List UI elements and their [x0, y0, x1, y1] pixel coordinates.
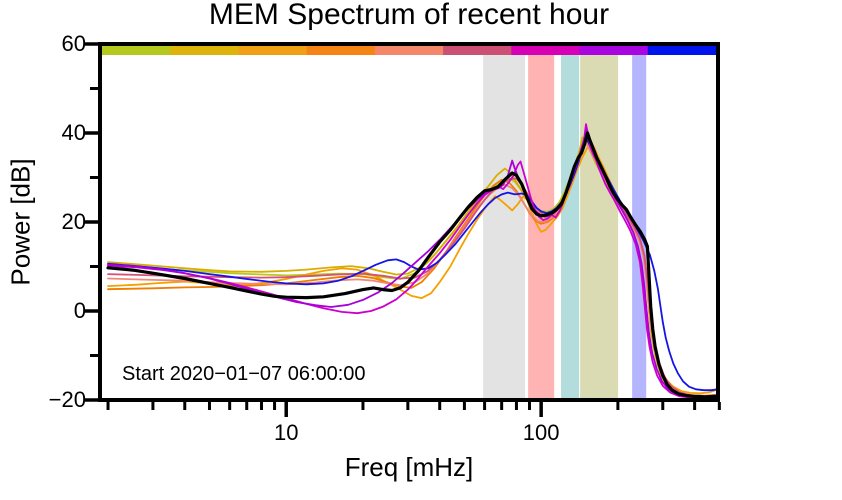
- band-periwinkle: [632, 46, 647, 398]
- y-tick-label: 40: [61, 120, 86, 145]
- x-axis-label: Freq [mHz]: [344, 452, 474, 482]
- start-time-annotation: Start 2020−01−07 06:00:00: [122, 363, 366, 385]
- band-gray: [483, 46, 526, 398]
- band-teal: [561, 46, 580, 398]
- freq-band-bar-segment: [374, 46, 444, 55]
- spectrum-curve-magenta: [107, 123, 718, 399]
- freq-band-bar-segment: [306, 46, 376, 55]
- chart-title: MEM Spectrum of recent hour: [208, 0, 610, 31]
- freq-band-bar-segment: [579, 46, 649, 55]
- plot-frame: [98, 42, 720, 402]
- y-tick-label: 60: [61, 31, 86, 56]
- band-olive: [580, 46, 619, 398]
- spectrum-curve-black-current: [106, 131, 718, 399]
- y-tick-label: −20: [48, 387, 86, 412]
- x-tick-label: 10: [273, 420, 299, 445]
- spectrum-curve-blue: [107, 137, 718, 392]
- y-tick-label: 0: [73, 298, 86, 323]
- freq-band-bar-segment: [443, 46, 512, 55]
- freq-band-bar-segment: [170, 46, 239, 55]
- y-tick-label: 20: [61, 209, 86, 234]
- spectrum-curve-purple: [107, 128, 718, 399]
- freq-band-bar-segment: [511, 46, 581, 55]
- freq-band-bar-segment: [647, 46, 717, 55]
- freq-band-bar-segment: [102, 46, 171, 55]
- x-tick-label: 100: [522, 420, 560, 445]
- freq-band-bar-segment: [238, 46, 308, 55]
